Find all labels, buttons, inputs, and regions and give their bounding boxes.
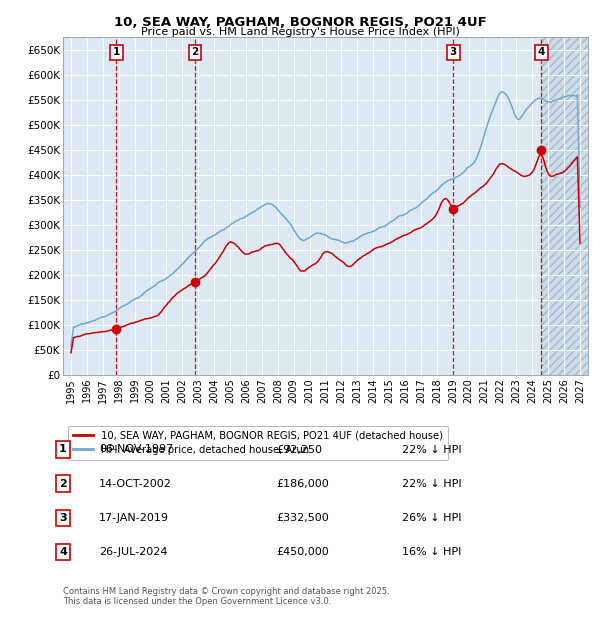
Text: 26-JUL-2024: 26-JUL-2024 <box>99 547 167 557</box>
Text: 16% ↓ HPI: 16% ↓ HPI <box>402 547 461 557</box>
Text: 3: 3 <box>59 513 67 523</box>
Text: 14-OCT-2002: 14-OCT-2002 <box>99 479 172 489</box>
Text: 3: 3 <box>450 47 457 58</box>
Text: 1: 1 <box>59 445 67 454</box>
Text: 2: 2 <box>59 479 67 489</box>
Bar <box>541 37 588 375</box>
Bar <box>541 37 588 375</box>
Text: 22% ↓ HPI: 22% ↓ HPI <box>402 479 461 489</box>
Text: 4: 4 <box>59 547 67 557</box>
Text: 10, SEA WAY, PAGHAM, BOGNOR REGIS, PO21 4UF: 10, SEA WAY, PAGHAM, BOGNOR REGIS, PO21 … <box>113 16 487 29</box>
Text: 2: 2 <box>191 47 199 58</box>
Text: 17-JAN-2019: 17-JAN-2019 <box>99 513 169 523</box>
Text: £92,250: £92,250 <box>276 445 322 454</box>
Text: 26% ↓ HPI: 26% ↓ HPI <box>402 513 461 523</box>
Text: Price paid vs. HM Land Registry's House Price Index (HPI): Price paid vs. HM Land Registry's House … <box>140 27 460 37</box>
Text: 1: 1 <box>113 47 120 58</box>
Text: £450,000: £450,000 <box>276 547 329 557</box>
Text: £332,500: £332,500 <box>276 513 329 523</box>
Text: 4: 4 <box>538 47 545 58</box>
Text: 06-NOV-1997: 06-NOV-1997 <box>99 445 173 454</box>
Legend: 10, SEA WAY, PAGHAM, BOGNOR REGIS, PO21 4UF (detached house), HPI: Average price: 10, SEA WAY, PAGHAM, BOGNOR REGIS, PO21 … <box>68 426 448 459</box>
Text: £186,000: £186,000 <box>276 479 329 489</box>
Text: 22% ↓ HPI: 22% ↓ HPI <box>402 445 461 454</box>
Text: Contains HM Land Registry data © Crown copyright and database right 2025.
This d: Contains HM Land Registry data © Crown c… <box>63 587 389 606</box>
